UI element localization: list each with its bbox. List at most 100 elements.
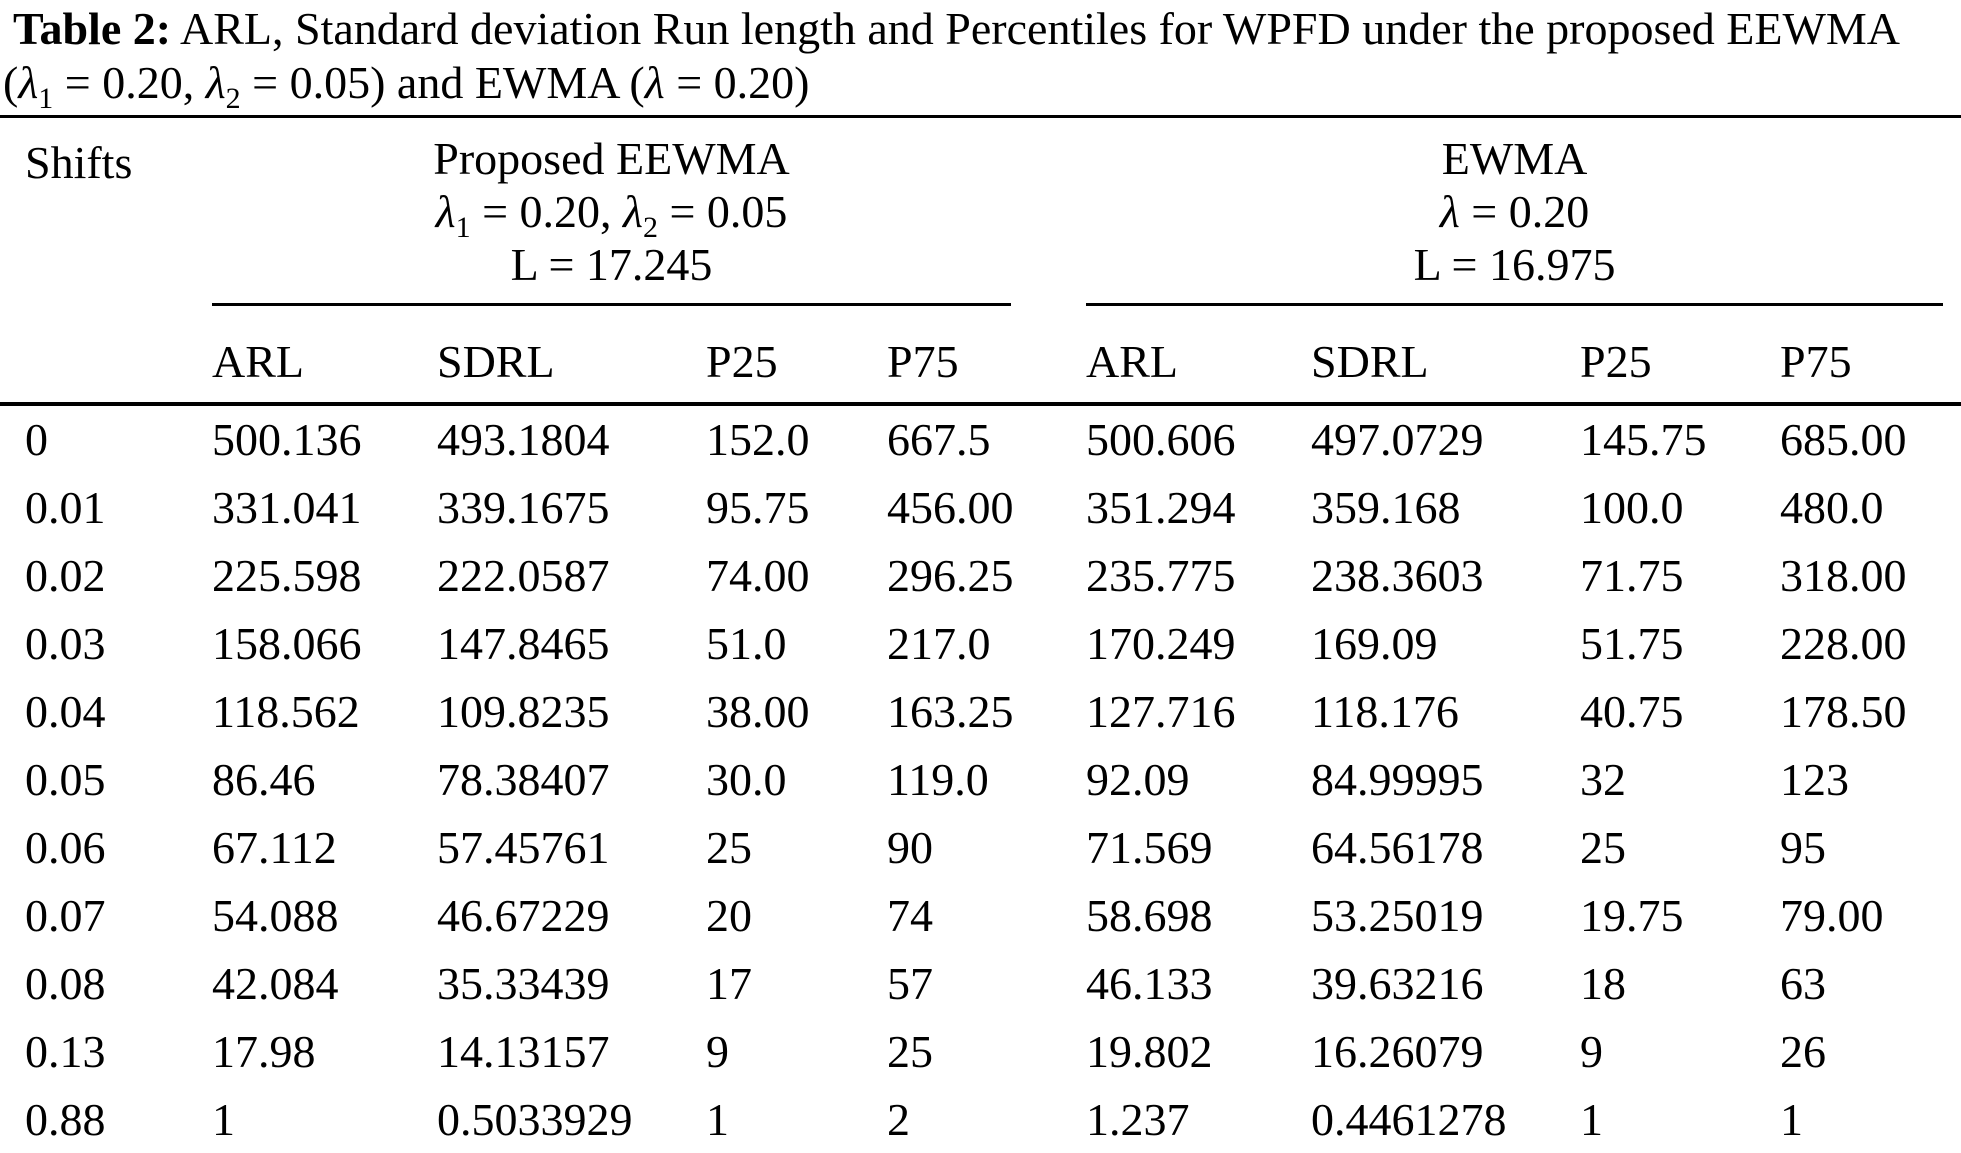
value-cell: 2 (887, 1094, 910, 1145)
group-ewma-name: EWMA (1441, 133, 1588, 184)
col-eewma-p75: P75 (887, 306, 1087, 406)
text-part: λ (623, 186, 643, 237)
value-cell: 9 (1580, 1026, 1604, 1077)
value-cell: 1 (1780, 1094, 1804, 1145)
value-cell: 238.3603 (1311, 550, 1484, 601)
value-cell: 127.716 (1086, 686, 1236, 737)
caption-line1: Table 2: ARL, Standard deviation Run len… (3, 2, 1961, 56)
value-cell: 0.5033929 (437, 1094, 633, 1145)
value-cell: 1 (212, 1094, 235, 1145)
value-cell: 26 (1780, 1026, 1827, 1077)
col-ewma-p25: P25 (1580, 306, 1781, 406)
value-cell: 42.084 (212, 958, 339, 1009)
value-cell: 40.75 (1580, 686, 1684, 737)
value-cell: 51.75 (1580, 618, 1684, 669)
caption-text: ARL, Standard deviation Run length and P… (171, 3, 1901, 54)
value-cell: 296.25 (887, 550, 1014, 601)
table-body: 0 500.136 493.1804 152.0 667.5 500.606 497.072… (0, 404, 1961, 1153)
value-cell: 39.63216 (1311, 958, 1484, 1009)
table-row: 0.88 1 0.5033929 1 2 1.237 0.4461278 1 1 (0, 1086, 1961, 1153)
value-cell: 493.1804 (437, 414, 610, 465)
table-row: 0.13 17.98 14.13157 9 25 19.802 16.26079 9 26 (0, 1018, 1961, 1086)
value-cell: 90 (887, 822, 933, 873)
shift-cell: 0.02 (25, 550, 106, 601)
caption-line2: (λ1 = 0.20, λ2 = 0.05) and EWMA (λ = 0.2… (3, 56, 1961, 114)
text-part: λ (435, 186, 456, 237)
shift-cell: 0 (25, 414, 48, 465)
value-cell: 225.598 (212, 550, 362, 601)
value-cell: 51.0 (706, 618, 787, 669)
value-cell: 19.802 (1086, 1026, 1213, 1077)
value-cell: 118.176 (1311, 686, 1459, 737)
col-eewma-arl: ARL (212, 306, 437, 406)
table-row: 0.01 331.041 339.1675 95.75 456.00 351.294 359… (0, 474, 1961, 542)
col-ewma-sdrl: SDRL (1311, 306, 1581, 406)
text-part: λ (644, 57, 665, 108)
group-ewma-params: λ = 0.20 (1086, 185, 1943, 238)
col-eewma-p25: P25 (706, 306, 887, 406)
value-cell: 331.041 (212, 482, 362, 533)
value-cell: 95.75 (706, 482, 810, 533)
shift-cell: 0.05 (25, 754, 106, 805)
value-cell: 17.98 (212, 1026, 316, 1077)
value-cell: 71.75 (1580, 550, 1684, 601)
value-cell: 46.133 (1086, 958, 1213, 1009)
shift-cell: 0.07 (25, 890, 106, 941)
table-row: 0.06 67.112 57.45761 25 90 71.569 64.56178 25 95 (0, 814, 1961, 882)
text-part: = 0.05) and EWMA ( (240, 57, 645, 108)
col-ewma-arl: ARL (1086, 306, 1312, 406)
shift-cell: 0.03 (25, 618, 106, 669)
value-cell: 456.00 (887, 482, 1014, 533)
value-cell: 1.237 (1086, 1094, 1190, 1145)
value-cell: 20 (706, 890, 752, 941)
text-part: = 0.05 (657, 186, 788, 237)
value-cell: 158.066 (212, 618, 362, 669)
shift-cell: 0.01 (25, 482, 106, 533)
value-cell: 92.09 (1086, 754, 1190, 805)
value-cell: 109.8235 (437, 686, 610, 737)
col-ewma-p75: P75 (1780, 306, 1961, 406)
text-part: = 0.20) (664, 57, 810, 108)
text-part: λ (1439, 186, 1460, 237)
value-cell: 9 (706, 1026, 729, 1077)
subscript: 1 (38, 82, 54, 116)
value-cell: 163.25 (887, 686, 1014, 737)
value-cell: 32 (1580, 754, 1627, 805)
text-part: ( (3, 57, 19, 108)
value-cell: 18 (1580, 958, 1627, 1009)
value-cell: 46.67229 (437, 890, 610, 941)
group-eewma-name: Proposed EEWMA (433, 133, 790, 184)
value-cell: 14.13157 (437, 1026, 610, 1077)
text-part: λ (205, 57, 226, 108)
shift-cell: 0.04 (25, 686, 106, 737)
group-header-row: Shifts Proposed EEWMA λ1 = 0.20, λ2 = 0.… (0, 116, 1961, 406)
value-cell: 58.698 (1086, 890, 1213, 941)
value-cell: 667.5 (887, 414, 991, 465)
value-cell: 25 (706, 822, 752, 873)
value-cell: 86.46 (212, 754, 316, 805)
value-cell: 74 (887, 890, 933, 941)
group-ewma-limit: L = 16.975 (1413, 239, 1616, 290)
subscript: 2 (642, 211, 658, 245)
group-eewma-params: λ1 = 0.20, λ2 = 0.05 (212, 185, 1011, 243)
value-cell: 1 (706, 1094, 729, 1145)
group-eewma-limit: L = 17.245 (510, 239, 713, 290)
value-cell: 67.112 (212, 822, 337, 873)
value-cell: 54.088 (212, 890, 339, 941)
table-header: Shifts Proposed EEWMA λ1 = 0.20, λ2 = 0.… (0, 116, 1961, 406)
text-part: λ (18, 57, 39, 108)
text-part: = 0.20 (1459, 186, 1590, 237)
results-table: Shifts Proposed EEWMA λ1 = 0.20, λ2 = 0.… (0, 115, 1961, 1153)
value-cell: 217.0 (887, 618, 991, 669)
value-cell: 147.8465 (437, 618, 610, 669)
value-cell: 235.775 (1086, 550, 1236, 601)
table-row: 0.07 54.088 46.67229 20 74 58.698 53.25019 19.7… (0, 882, 1961, 950)
subscript: 2 (225, 82, 241, 116)
shifts-header: Shifts (0, 116, 212, 406)
value-cell: 35.33439 (437, 958, 610, 1009)
caption-label: Table 2: (13, 3, 172, 54)
value-cell: 84.99995 (1311, 754, 1484, 805)
table-row: 0.08 42.084 35.33439 17 57 46.133 39.63216 18 63 (0, 950, 1961, 1018)
shift-cell: 0.88 (25, 1094, 106, 1145)
